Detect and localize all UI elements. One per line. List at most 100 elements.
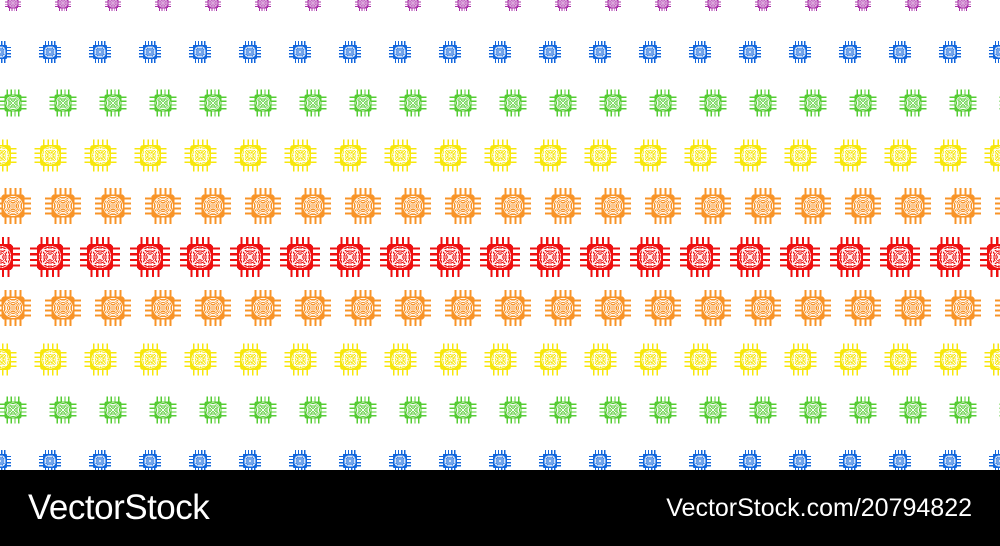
cpu-processor-chip-icon	[229, 134, 272, 177]
cpu-processor-chip-icon	[545, 85, 581, 121]
cpu-processor-chip-icon	[823, 230, 877, 284]
cpu-processor-chip-icon	[185, 446, 215, 470]
cpu-processor-chip-icon	[789, 284, 837, 332]
cpu-processor-chip-icon	[635, 446, 665, 470]
cpu-processor-chip-icon	[339, 182, 387, 230]
cpu-processor-chip-icon	[29, 134, 72, 177]
cpu-processor-chip-icon	[539, 284, 587, 332]
cpu-processor-chip-icon	[989, 284, 1000, 332]
cpu-processor-chip-icon	[595, 392, 631, 428]
cpu-processor-chip-icon	[795, 85, 831, 121]
cpu-processor-chip-icon	[352, 0, 374, 14]
cpu-processor-chip-icon	[29, 338, 72, 381]
cpu-processor-chip-icon	[873, 230, 927, 284]
cpu-processor-chip-icon	[623, 230, 677, 284]
cpu-processor-chip-icon	[435, 446, 465, 470]
cpu-processor-chip-icon	[89, 182, 137, 230]
vectorstock-url: VectorStock.com/20794822	[666, 493, 972, 522]
cpu-processor-chip-icon	[985, 37, 1000, 67]
chip-row-orange-4	[0, 182, 1000, 230]
cpu-processor-chip-icon	[423, 230, 477, 284]
cpu-processor-chip-icon	[285, 446, 315, 470]
cpu-processor-chip-icon	[889, 182, 937, 230]
chip-row-blue-1	[0, 37, 1000, 67]
cpu-processor-chip-icon	[535, 446, 565, 470]
cpu-processor-chip-icon	[35, 37, 65, 67]
cpu-processor-chip-icon	[845, 85, 881, 121]
cpu-processor-chip-icon	[789, 182, 837, 230]
cpu-processor-chip-icon	[302, 0, 324, 14]
cpu-processor-chip-icon	[839, 284, 887, 332]
cpu-processor-chip-icon	[452, 0, 474, 14]
cpu-processor-chip-icon	[429, 338, 472, 381]
cpu-processor-chip-icon	[279, 134, 322, 177]
cpu-processor-chip-icon	[935, 37, 965, 67]
cpu-processor-chip-icon	[189, 284, 237, 332]
cpu-processor-chip-icon	[802, 0, 824, 14]
cpu-processor-chip-icon	[385, 446, 415, 470]
cpu-processor-chip-icon	[439, 284, 487, 332]
cpu-processor-chip-icon	[39, 182, 87, 230]
cpu-processor-chip-icon	[489, 182, 537, 230]
cpu-processor-chip-icon	[973, 230, 1000, 284]
cpu-processor-chip-icon	[0, 338, 22, 381]
cpu-processor-chip-icon	[85, 446, 115, 470]
cpu-processor-chip-icon	[579, 338, 622, 381]
cpu-processor-chip-icon	[785, 446, 815, 470]
cpu-processor-chip-icon	[745, 85, 781, 121]
cpu-processor-chip-icon	[0, 230, 27, 284]
cpu-processor-chip-icon	[645, 392, 681, 428]
cpu-processor-chip-icon	[485, 37, 515, 67]
cpu-processor-chip-icon	[595, 85, 631, 121]
cpu-processor-chip-icon	[895, 85, 931, 121]
cpu-processor-chip-icon	[85, 37, 115, 67]
cpu-processor-chip-icon	[389, 182, 437, 230]
cpu-processor-chip-icon	[929, 338, 972, 381]
cpu-processor-chip-icon	[0, 446, 15, 470]
cpu-processor-chip-icon	[945, 85, 981, 121]
cpu-processor-chip-icon	[395, 85, 431, 121]
cpu-processor-chip-icon	[185, 37, 215, 67]
cpu-processor-chip-icon	[885, 446, 915, 470]
chip-row-orange-6	[0, 284, 1000, 332]
cpu-processor-chip-icon	[229, 338, 272, 381]
cpu-processor-chip-icon	[439, 182, 487, 230]
cpu-processor-chip-icon	[102, 0, 124, 14]
cpu-processor-chip-icon	[135, 446, 165, 470]
cpu-processor-chip-icon	[273, 230, 327, 284]
cpu-processor-chip-icon	[585, 37, 615, 67]
cpu-processor-chip-icon	[135, 37, 165, 67]
cpu-processor-chip-icon	[395, 392, 431, 428]
cpu-processor-chip-icon	[685, 37, 715, 67]
cpu-processor-chip-icon	[173, 230, 227, 284]
cpu-processor-chip-icon	[535, 37, 565, 67]
cpu-processor-chip-icon	[52, 0, 74, 14]
cpu-processor-chip-icon	[879, 134, 922, 177]
cpu-processor-chip-icon	[152, 0, 174, 14]
cpu-processor-chip-icon	[285, 37, 315, 67]
cpu-processor-chip-icon	[895, 392, 931, 428]
chip-row-blue-9	[0, 446, 1000, 470]
cpu-processor-chip-icon	[795, 392, 831, 428]
cpu-processor-chip-icon	[723, 230, 777, 284]
cpu-processor-chip-icon	[679, 134, 722, 177]
cpu-processor-chip-icon	[139, 182, 187, 230]
cpu-processor-chip-icon	[529, 134, 572, 177]
cpu-processor-chip-icon	[179, 134, 222, 177]
cpu-processor-chip-icon	[473, 230, 527, 284]
cpu-processor-chip-icon	[139, 284, 187, 332]
cpu-processor-chip-icon	[689, 182, 737, 230]
cpu-processor-chip-icon	[945, 392, 981, 428]
cpu-processor-chip-icon	[402, 0, 424, 14]
chip-row-purple-0	[0, 0, 1000, 14]
cpu-processor-chip-icon	[479, 134, 522, 177]
cpu-processor-chip-icon	[295, 392, 331, 428]
cpu-processor-chip-icon	[89, 284, 137, 332]
cpu-processor-chip-icon	[639, 182, 687, 230]
cpu-processor-chip-icon	[745, 392, 781, 428]
cpu-processor-chip-icon	[523, 230, 577, 284]
cpu-processor-chip-icon	[129, 338, 172, 381]
cpu-processor-chip-icon	[489, 284, 537, 332]
cpu-processor-chip-icon	[95, 85, 131, 121]
cpu-processor-chip-icon	[2, 0, 24, 14]
